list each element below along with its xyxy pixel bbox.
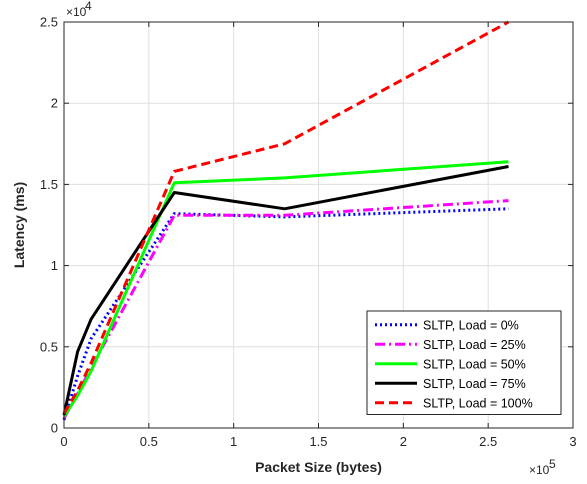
series-lines [62,20,510,421]
y-axis-title: Latency (ms) [11,182,27,268]
legend-label-2: SLTP, Load = 50% [423,357,526,371]
x-axis-exponent-power: 5 [549,457,556,471]
y-axis-exponent-power: 4 [85,0,92,13]
x-tick-label: 1 [230,434,237,449]
y-tick-label: 1.5 [40,177,58,192]
legend-label-3: SLTP, Load = 75% [423,377,526,391]
y-tick-label: 0.5 [40,339,58,354]
legend-label-1: SLTP, Load = 25% [423,338,526,352]
legend-label-0: SLTP, Load = 0% [423,318,519,332]
y-tick-label: 2 [51,96,58,111]
y-tick-label: 1 [51,258,58,273]
y-tick-label: 0 [51,421,58,436]
axis-ticks: 0 0.5 1 1.5 2 2.5 3 0 0.5 1 1.5 2 2.5 [40,15,577,450]
legend-label-4: SLTP, Load = 100% [423,396,533,410]
series-line-4 [62,20,510,415]
y-tick-label: 2.5 [40,15,58,30]
x-tick-label: 2 [400,434,407,449]
x-tick-label: 0.5 [140,434,158,449]
x-axis-exponent-base: ×10 [529,463,550,477]
x-tick-label: 3 [569,434,576,449]
x-tick-label: 2.5 [479,434,497,449]
x-tick-label: 0 [60,434,67,449]
x-tick-label: 1.5 [309,434,327,449]
y-axis-exponent-base: ×10 [66,5,87,19]
x-axis-title: Packet Size (bytes) [255,459,382,475]
legend: SLTP, Load = 0% SLTP, Load = 25% SLTP, Loa… [366,310,562,415]
series-line-2 [62,160,509,418]
series-line-3 [62,165,509,416]
